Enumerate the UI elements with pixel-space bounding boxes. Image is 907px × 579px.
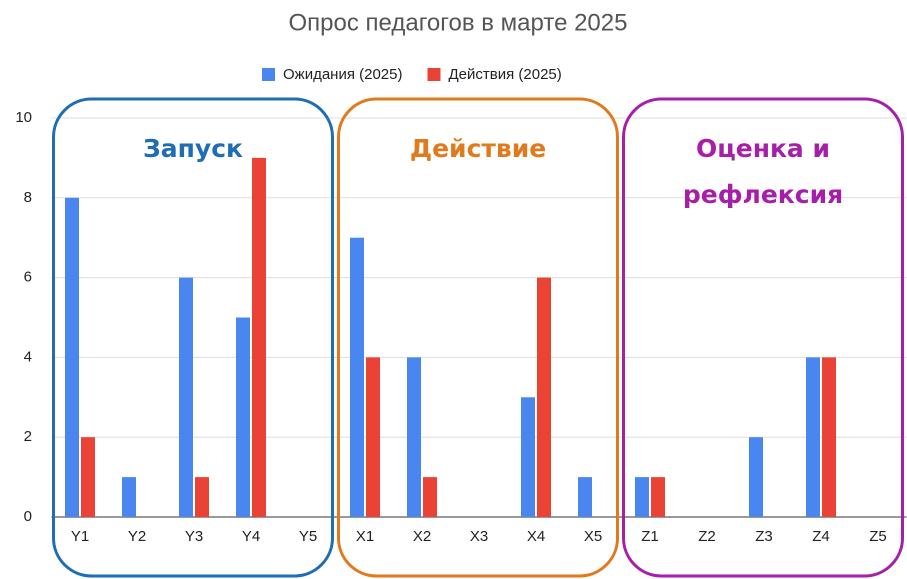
x-tick-label: X3 [470,528,488,545]
bar [651,477,665,517]
legend-swatch [262,68,275,81]
group-label: рефлексия [683,180,843,209]
x-tick-label: X1 [356,528,374,545]
y-tick-label: 0 [24,508,32,525]
bar [578,477,592,517]
bar [350,237,364,517]
legend-label: Действия (2025) [449,66,562,83]
bar [822,357,836,517]
y-tick-label: 6 [24,269,32,286]
y-tick-label: 4 [24,348,32,365]
group-box [337,97,619,578]
x-tick-label: Y1 [71,528,89,545]
y-tick-label: 8 [24,189,32,206]
bar [806,357,820,517]
x-tick-label: Y2 [128,528,146,545]
x-tick-label: Z5 [869,528,887,545]
group-box [52,97,334,578]
bar [236,317,250,517]
bar [521,397,535,517]
bar [65,197,79,518]
x-tick-label: X4 [527,528,545,545]
bar [537,277,551,517]
bar [81,437,95,517]
bar [122,477,136,517]
y-tick-label: 10 [15,109,32,126]
bar [195,477,209,517]
legend-label: Ожидания (2025) [283,66,403,83]
bar [749,437,763,517]
bar [252,157,266,517]
x-tick-label: X2 [413,528,431,545]
bar [366,357,380,517]
x-tick-label: Z1 [641,528,659,545]
x-tick-label: Z3 [755,528,773,545]
y-tick-label: 2 [24,428,32,445]
group-label: Запуск [143,134,243,163]
x-tick-label: Y4 [242,528,260,545]
bar [635,477,649,517]
x-tick-label: Z4 [812,528,830,545]
x-tick-label: Z2 [698,528,716,545]
x-tick-label: X5 [584,528,602,545]
bar [179,277,193,517]
legend-swatch [427,68,441,81]
group-label: Действие [410,134,546,163]
bar [423,477,437,517]
x-tick-label: Y5 [299,528,317,545]
group-label: Оценка и [696,134,830,163]
bar [407,357,421,517]
x-tick-label: Y3 [185,528,203,545]
group-box [622,97,904,578]
chart-title: Опрос педагогов в марте 2025 [289,9,628,36]
